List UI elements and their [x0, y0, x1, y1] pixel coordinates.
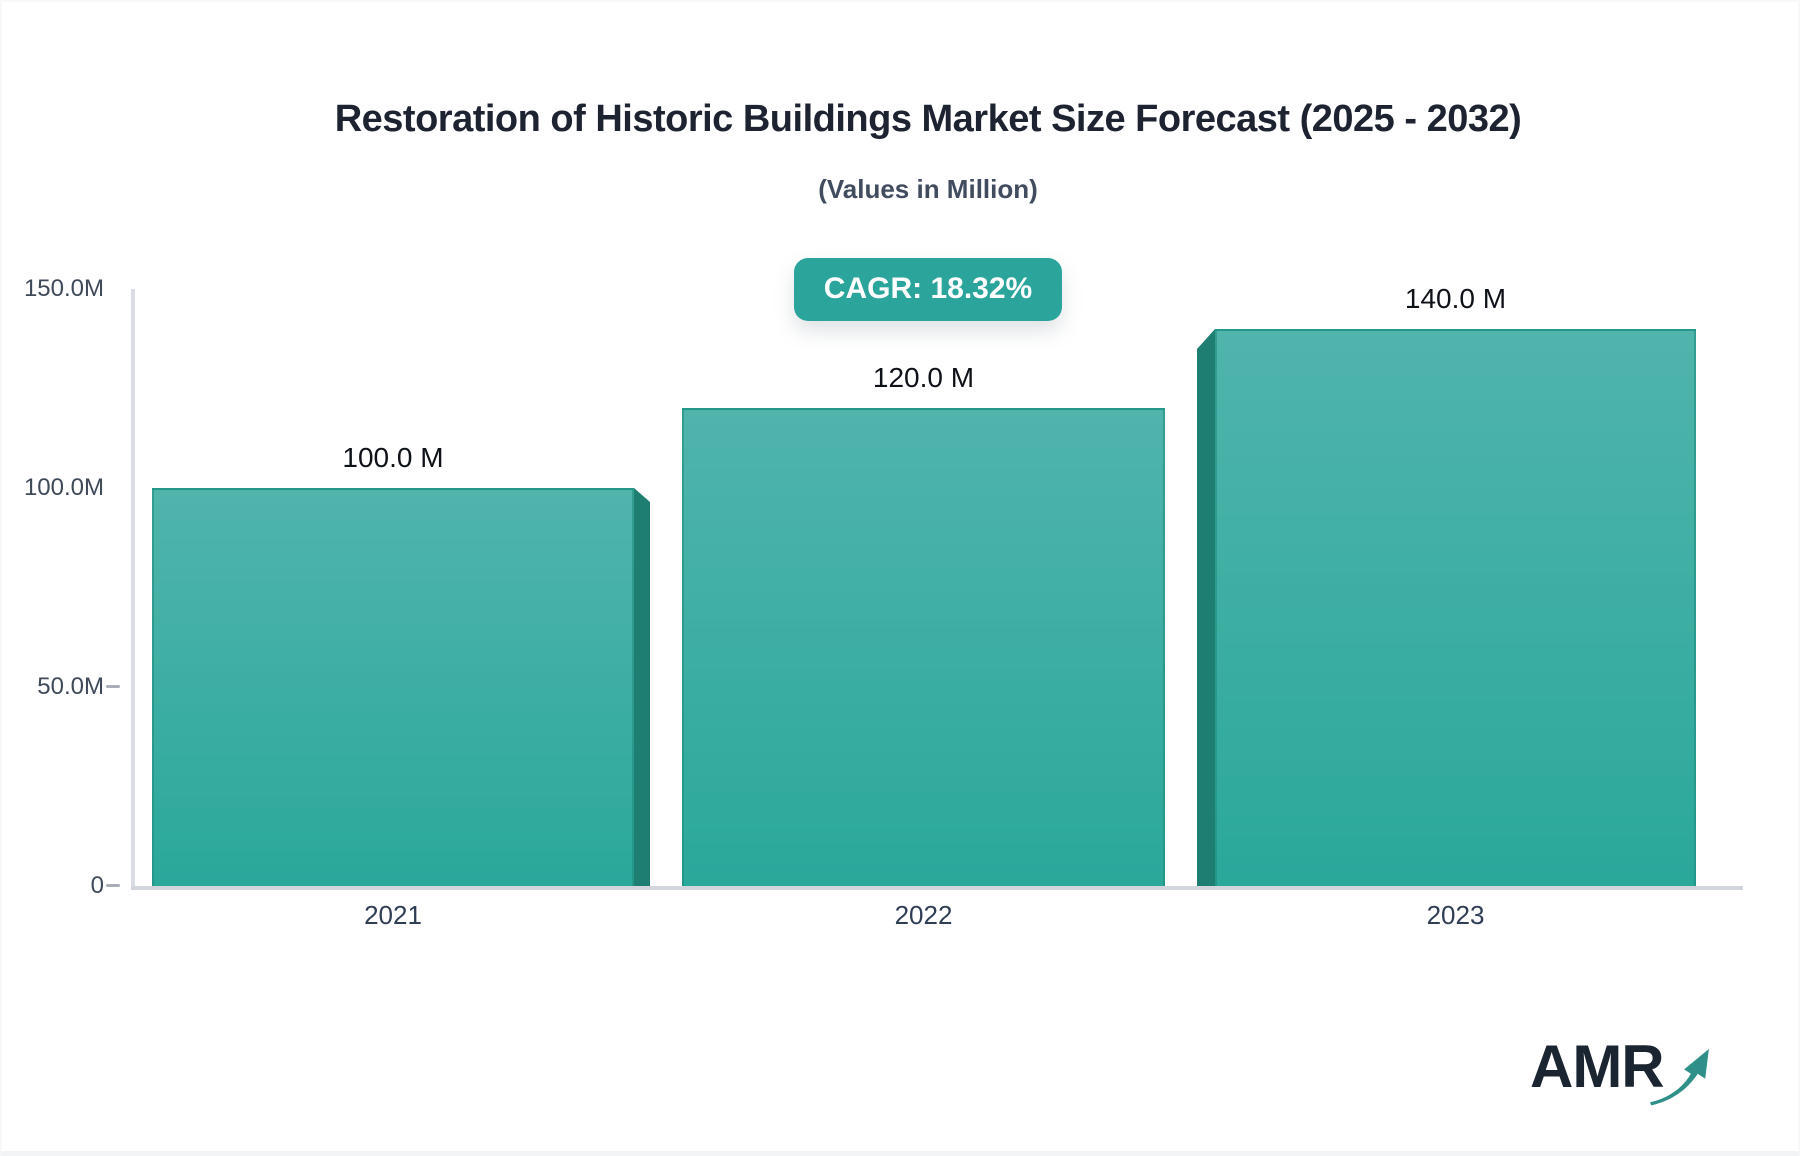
page-subtitle: (Values in Million) — [818, 174, 1038, 204]
bar-value-label: 140.0 M — [1404, 283, 1507, 314]
y-axis-line — [131, 289, 135, 886]
growth-arrow-icon — [1650, 1048, 1709, 1106]
bar-value-label: 100.0 M — [342, 442, 444, 473]
x-axis-line — [131, 886, 1743, 890]
bar-side-face — [634, 488, 650, 886]
bar-2021 — [152, 488, 634, 886]
y-tick-label: 100.0M — [23, 474, 104, 501]
bar-value-label: 120.0 M — [872, 362, 975, 393]
y-tick-label: 0 — [90, 872, 104, 899]
y-tick-label: 150.0M — [23, 275, 104, 302]
amr-logo: AMR — [1530, 1032, 1730, 1122]
x-tick-label: 2022 — [894, 900, 953, 930]
cagr-badge: CAGR: 18.32% — [793, 258, 1063, 321]
page-title: Restoration of Historic Buildings Market… — [334, 98, 1522, 140]
bar-2023 — [1215, 329, 1696, 886]
bar-2022 — [682, 408, 1165, 886]
bar-side-face — [1197, 329, 1215, 886]
x-tick-label: 2023 — [1426, 900, 1485, 930]
y-tick-mark — [106, 884, 120, 887]
cagr-badge-wrap: CAGR: 18.32% — [58, 258, 1798, 321]
y-tick-mark — [106, 685, 120, 688]
amr-logo-text: AMR — [1530, 1033, 1665, 1100]
x-tick-label: 2021 — [364, 900, 422, 930]
y-tick-label: 50.0M — [37, 673, 104, 700]
